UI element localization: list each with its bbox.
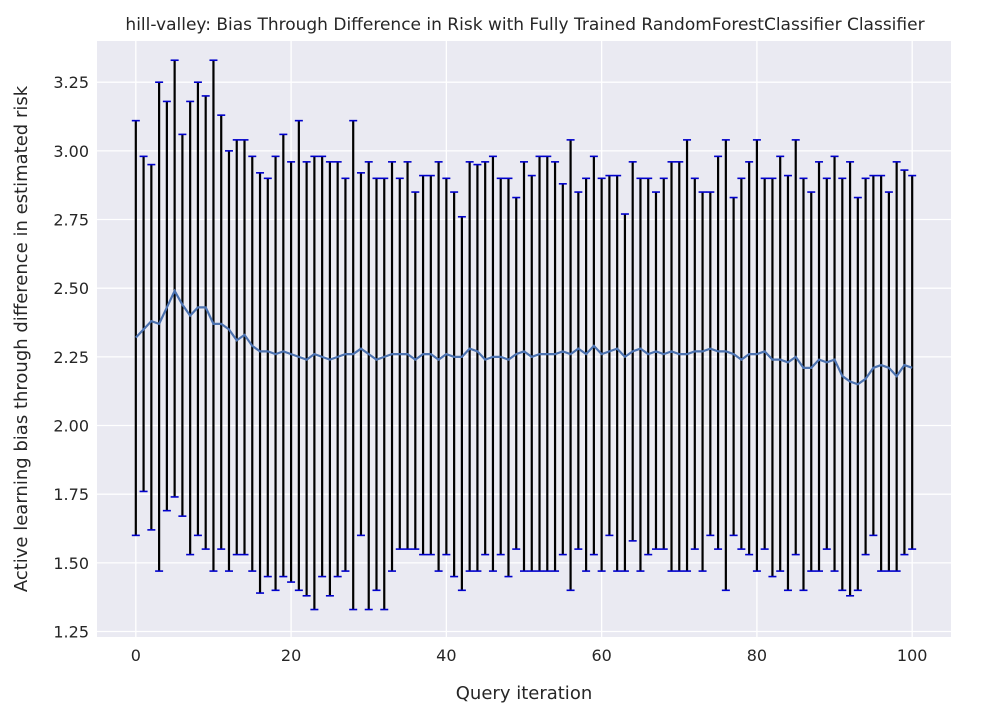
- y-axis-label: Active learning bias through difference …: [11, 85, 32, 592]
- error-bars: [131, 59, 917, 611]
- y-tick-label: 1.50: [53, 554, 89, 573]
- y-tick-label: 3.25: [53, 73, 89, 92]
- y-tick-label: 2.75: [53, 211, 89, 230]
- x-tick-label: 40: [436, 646, 456, 665]
- x-axis-label: Query iteration: [456, 683, 592, 704]
- y-tick-label: 1.25: [53, 623, 89, 642]
- chart-title: hill-valley: Bias Through Difference in …: [125, 15, 924, 35]
- y-tick-labels: 1.25 1.50 1.75 2.00 2.25 2.50 2.75 3.00 3.25: [53, 73, 89, 641]
- x-tick-label: 60: [591, 646, 611, 665]
- x-tick-label: 80: [747, 646, 767, 665]
- y-tick-label: 2.25: [53, 348, 89, 367]
- y-tick-label: 1.75: [53, 485, 89, 504]
- y-tick-label: 3.00: [53, 142, 89, 161]
- x-tick-label: 100: [897, 646, 928, 665]
- mean-line: [135, 288, 913, 386]
- y-tick-label: 2.50: [53, 279, 89, 298]
- x-tick-label: 0: [131, 646, 141, 665]
- x-tick-label: 20: [281, 646, 301, 665]
- x-tick-labels: 0 20 40 60 80 100: [131, 646, 928, 665]
- y-tick-label: 2.00: [53, 417, 89, 436]
